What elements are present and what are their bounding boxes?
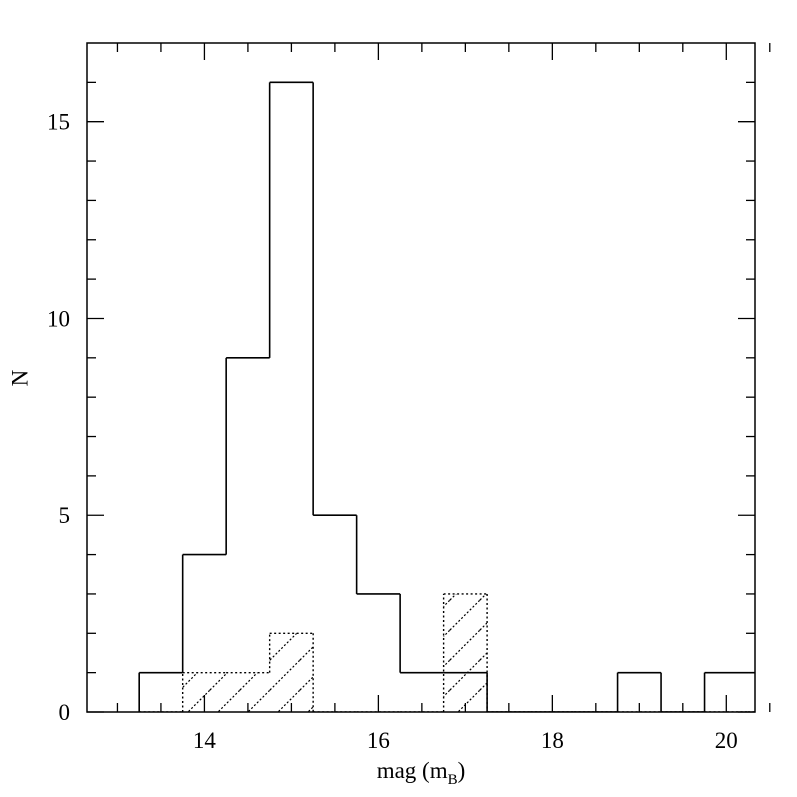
x-axis-label-suffix: ) — [458, 758, 466, 783]
hatch-fill — [269, 633, 314, 712]
x-tick-label: 14 — [193, 728, 217, 753]
y-tick-label: 15 — [47, 110, 70, 135]
y-tick-label: 5 — [59, 503, 71, 528]
hatch-fill — [443, 593, 488, 712]
y-tick-label: 10 — [47, 306, 70, 331]
x-axis-label-text: mag (m — [377, 758, 448, 783]
x-axis-label-subscript: B — [448, 772, 458, 788]
x-axis-label: mag (mB) — [377, 758, 466, 788]
plot-area — [138, 81, 755, 712]
y-tick-label: 0 — [59, 700, 71, 725]
x-tick-label: 16 — [367, 728, 390, 753]
frame — [86, 42, 756, 713]
x-tick-label: 20 — [715, 728, 738, 753]
x-tick-label: 18 — [541, 728, 564, 753]
y-axis-label: N — [7, 369, 32, 386]
